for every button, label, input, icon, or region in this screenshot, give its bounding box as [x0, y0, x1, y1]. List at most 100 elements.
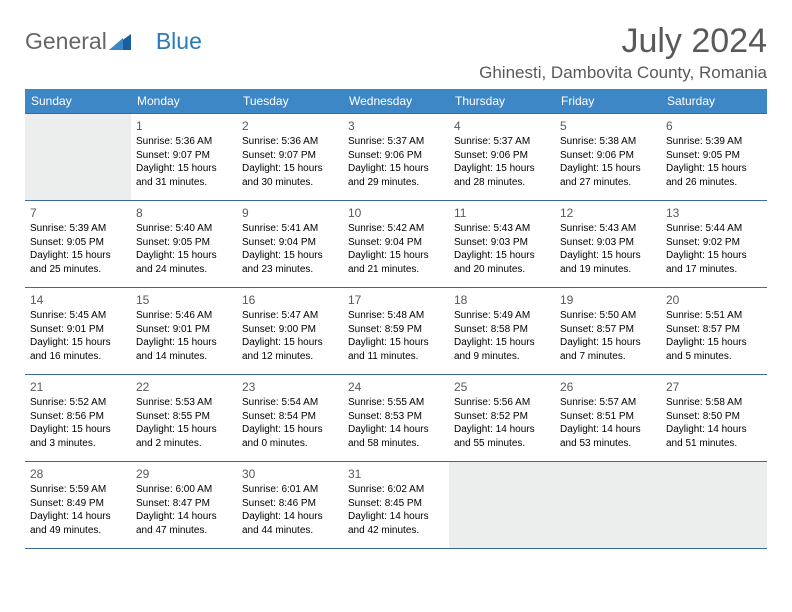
daylight-text: and 17 minutes. — [666, 263, 762, 277]
daylight-text: Daylight: 15 hours — [560, 336, 656, 350]
calendar-cell: 10Sunrise: 5:42 AMSunset: 9:04 PMDayligh… — [343, 201, 449, 288]
calendar-cell: 26Sunrise: 5:57 AMSunset: 8:51 PMDayligh… — [555, 375, 661, 462]
calendar-cell: 19Sunrise: 5:50 AMSunset: 8:57 PMDayligh… — [555, 288, 661, 375]
calendar-cell: 24Sunrise: 5:55 AMSunset: 8:53 PMDayligh… — [343, 375, 449, 462]
sunset-text: Sunset: 9:01 PM — [30, 323, 126, 337]
daylight-text: and 28 minutes. — [454, 176, 550, 190]
daylight-text: Daylight: 15 hours — [30, 423, 126, 437]
sunset-text: Sunset: 9:03 PM — [560, 236, 656, 250]
dayname-sun: Sunday — [25, 89, 131, 114]
dayname-mon: Monday — [131, 89, 237, 114]
day-number: 28 — [30, 466, 126, 482]
daylight-text: Daylight: 15 hours — [242, 249, 338, 263]
sunset-text: Sunset: 9:05 PM — [666, 149, 762, 163]
sunrise-text: Sunrise: 5:47 AM — [242, 309, 338, 323]
sunrise-text: Sunrise: 5:39 AM — [30, 222, 126, 236]
sunrise-text: Sunrise: 5:57 AM — [560, 396, 656, 410]
day-number: 9 — [242, 205, 338, 221]
dayname-thu: Thursday — [449, 89, 555, 114]
daylight-text: and 55 minutes. — [454, 437, 550, 451]
sunrise-text: Sunrise: 5:36 AM — [242, 135, 338, 149]
daylight-text: and 9 minutes. — [454, 350, 550, 364]
daylight-text: and 0 minutes. — [242, 437, 338, 451]
daylight-text: and 47 minutes. — [136, 524, 232, 538]
daylight-text: Daylight: 15 hours — [454, 162, 550, 176]
calendar-cell: 4Sunrise: 5:37 AMSunset: 9:06 PMDaylight… — [449, 114, 555, 201]
daylight-text: and 49 minutes. — [30, 524, 126, 538]
calendar-row: 28Sunrise: 5:59 AMSunset: 8:49 PMDayligh… — [25, 462, 767, 549]
sunrise-text: Sunrise: 5:37 AM — [348, 135, 444, 149]
sunset-text: Sunset: 9:05 PM — [136, 236, 232, 250]
day-number: 6 — [666, 118, 762, 134]
day-number: 15 — [136, 292, 232, 308]
month-title: July 2024 — [479, 22, 767, 61]
sunset-text: Sunset: 9:05 PM — [30, 236, 126, 250]
calendar-cell: 30Sunrise: 6:01 AMSunset: 8:46 PMDayligh… — [237, 462, 343, 549]
calendar-cell: 18Sunrise: 5:49 AMSunset: 8:58 PMDayligh… — [449, 288, 555, 375]
calendar-cell: 21Sunrise: 5:52 AMSunset: 8:56 PMDayligh… — [25, 375, 131, 462]
calendar-cell: 29Sunrise: 6:00 AMSunset: 8:47 PMDayligh… — [131, 462, 237, 549]
daylight-text: Daylight: 15 hours — [454, 336, 550, 350]
sunrise-text: Sunrise: 5:51 AM — [666, 309, 762, 323]
daylight-text: and 3 minutes. — [30, 437, 126, 451]
daylight-text: and 58 minutes. — [348, 437, 444, 451]
day-number: 17 — [348, 292, 444, 308]
sunset-text: Sunset: 9:02 PM — [666, 236, 762, 250]
logo: General Blue — [25, 22, 202, 55]
day-number: 7 — [30, 205, 126, 221]
day-number: 14 — [30, 292, 126, 308]
sunset-text: Sunset: 8:56 PM — [30, 410, 126, 424]
calendar-cell: 9Sunrise: 5:41 AMSunset: 9:04 PMDaylight… — [237, 201, 343, 288]
daylight-text: Daylight: 15 hours — [136, 249, 232, 263]
daylight-text: Daylight: 15 hours — [348, 336, 444, 350]
day-number: 21 — [30, 379, 126, 395]
calendar-row: 14Sunrise: 5:45 AMSunset: 9:01 PM Dayligh… — [25, 288, 767, 375]
daylight-text: Daylight: 14 hours — [30, 510, 126, 524]
daylight-text: and 11 minutes. — [348, 350, 444, 364]
daylight-text: and 31 minutes. — [136, 176, 232, 190]
sunrise-text: Sunrise: 6:02 AM — [348, 483, 444, 497]
day-number: 31 — [348, 466, 444, 482]
day-number: 10 — [348, 205, 444, 221]
sunset-text: Sunset: 9:07 PM — [136, 149, 232, 163]
sunset-text: Sunset: 8:57 PM — [666, 323, 762, 337]
sunrise-text: Sunrise: 5:48 AM — [348, 309, 444, 323]
sunrise-text: Sunrise: 5:39 AM — [666, 135, 762, 149]
daylight-text: Daylight: 15 hours — [666, 336, 762, 350]
calendar-cell: 17Sunrise: 5:48 AMSunset: 8:59 PMDayligh… — [343, 288, 449, 375]
sunset-text: Sunset: 9:07 PM — [242, 149, 338, 163]
daylight-text: Daylight: 14 hours — [348, 510, 444, 524]
calendar-cell: 22Sunrise: 5:53 AMSunset: 8:55 PMDayligh… — [131, 375, 237, 462]
day-number: 3 — [348, 118, 444, 134]
daylight-text: and 30 minutes. — [242, 176, 338, 190]
sunset-text: Sunset: 8:46 PM — [242, 497, 338, 511]
sunrise-text: Sunrise: 5:59 AM — [30, 483, 126, 497]
sunrise-text: Sunrise: 5:43 AM — [560, 222, 656, 236]
daylight-text: and 16 minutes. — [30, 350, 126, 364]
daylight-text: Daylight: 14 hours — [242, 510, 338, 524]
day-number: 12 — [560, 205, 656, 221]
sunset-text: Sunset: 8:53 PM — [348, 410, 444, 424]
calendar-cell: 8Sunrise: 5:40 AMSunset: 9:05 PMDaylight… — [131, 201, 237, 288]
daylight-text: and 44 minutes. — [242, 524, 338, 538]
calendar-cell — [555, 462, 661, 549]
daylight-text: Daylight: 15 hours — [666, 249, 762, 263]
sunrise-text: Sunrise: 5:45 AM — [30, 309, 126, 323]
daylight-text: and 42 minutes. — [348, 524, 444, 538]
day-number: 19 — [560, 292, 656, 308]
calendar-head: Sunday Monday Tuesday Wednesday Thursday… — [25, 89, 767, 114]
daylight-text: and 14 minutes. — [136, 350, 232, 364]
calendar-cell: 14Sunrise: 5:45 AMSunset: 9:01 PMDayligh… — [25, 288, 131, 375]
daylight-text: and 12 minutes. — [242, 350, 338, 364]
header: General Blue July 2024 Ghinesti, Dambovi… — [25, 22, 767, 83]
daylight-text: and 29 minutes. — [348, 176, 444, 190]
sunrise-text: Sunrise: 5:44 AM — [666, 222, 762, 236]
logo-triangle-icon — [109, 29, 131, 56]
sunrise-text: Sunrise: 5:55 AM — [348, 396, 444, 410]
day-number: 1 — [136, 118, 232, 134]
daylight-text: and 27 minutes. — [560, 176, 656, 190]
daylight-text: and 24 minutes. — [136, 263, 232, 277]
calendar-cell: 27Sunrise: 5:58 AMSunset: 8:50 PMDayligh… — [661, 375, 767, 462]
daylight-text: Daylight: 15 hours — [348, 249, 444, 263]
calendar-cell: 11Sunrise: 5:43 AMSunset: 9:03 PMDayligh… — [449, 201, 555, 288]
